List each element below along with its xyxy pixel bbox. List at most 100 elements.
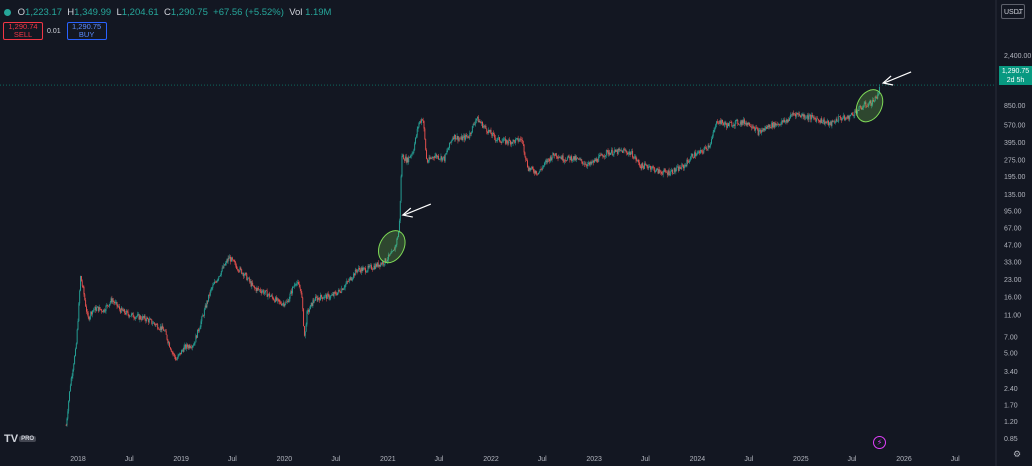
candle-body — [267, 294, 269, 297]
candle-body — [338, 289, 340, 291]
candle-body — [716, 121, 718, 125]
candle-body — [603, 156, 605, 158]
candle-body — [590, 161, 592, 164]
candle-body — [778, 123, 780, 125]
candle-body — [409, 156, 411, 158]
candle-body — [217, 279, 219, 281]
candle-body — [725, 122, 727, 125]
ohlc-open: O1,223.17 — [17, 7, 63, 18]
candle-body — [205, 305, 207, 308]
candle-body — [468, 137, 470, 139]
candle-body — [488, 129, 489, 134]
y-tick-label: 23.00 — [1004, 277, 1022, 284]
candle-body — [419, 121, 421, 124]
candle-body — [440, 156, 442, 159]
candle-body — [240, 267, 242, 270]
candle-body — [253, 286, 255, 288]
candle-body — [339, 290, 341, 293]
candle-body — [348, 278, 350, 282]
candle-body — [667, 170, 669, 175]
candle-body — [426, 158, 428, 163]
candle-body — [149, 319, 151, 320]
sell-button[interactable]: 1,290.74 SELL — [3, 22, 43, 40]
candle-body — [224, 264, 226, 266]
candle-body — [737, 119, 739, 125]
candle-body — [362, 267, 364, 272]
last-price-tag: 1,290.75 2d 5h — [999, 66, 1032, 85]
candle-body — [761, 130, 763, 132]
ohlc-close: C1,290.75 — [164, 7, 208, 18]
candle-body — [194, 342, 196, 344]
candle-body — [387, 259, 388, 262]
candle-body — [125, 310, 127, 315]
candle-body — [138, 314, 140, 320]
candle-body — [666, 172, 667, 173]
candle-body — [688, 160, 690, 163]
candle-body — [614, 149, 616, 152]
candle-body — [371, 269, 373, 270]
candle-body — [610, 152, 612, 155]
candle-body — [699, 151, 701, 154]
gear-icon[interactable]: ⚙ — [1013, 449, 1022, 459]
candle-body — [85, 299, 87, 307]
candle-body — [466, 136, 468, 137]
candle-body — [333, 292, 335, 296]
candle-body — [332, 294, 334, 296]
candle-body — [204, 305, 206, 310]
candle-body — [336, 294, 338, 296]
candle-body — [337, 289, 339, 293]
candle-body — [315, 296, 317, 298]
candle-body — [446, 150, 448, 154]
candle-body — [744, 119, 746, 124]
candle-body — [436, 154, 438, 158]
candle-body — [762, 128, 764, 132]
candle-body — [537, 173, 539, 175]
sell-label: SELL — [13, 30, 33, 39]
candle-body — [474, 123, 476, 125]
tradingview-logo[interactable]: TV PRO — [4, 433, 37, 445]
candle-body — [792, 113, 794, 115]
candle-body — [617, 149, 619, 154]
candle-body — [431, 158, 433, 159]
y-tick-label: 850.00 — [1004, 103, 1026, 110]
lightning-icon[interactable]: ⚡ — [873, 436, 886, 449]
candle-body — [715, 124, 717, 129]
candle-body — [79, 290, 81, 304]
candle-body — [728, 122, 730, 127]
candle-body — [367, 265, 369, 271]
candle-body — [264, 290, 266, 293]
order-quantity[interactable]: 0.01 — [47, 27, 61, 35]
candle-body — [770, 127, 772, 129]
candle-body — [578, 158, 580, 160]
candle-body — [84, 294, 86, 300]
candle-body — [254, 287, 256, 289]
candle-body — [238, 271, 240, 272]
candle-body — [432, 156, 433, 159]
candle-body — [499, 137, 500, 142]
candle-body — [263, 290, 265, 294]
candle-body — [811, 115, 813, 120]
candle-body — [381, 263, 383, 265]
candle-body — [764, 128, 766, 131]
candle-body — [196, 335, 198, 338]
candle-body — [228, 257, 230, 259]
candle-body — [535, 170, 537, 174]
buy-button[interactable]: 1,290.75 BUY — [66, 22, 107, 40]
candle-body — [167, 339, 169, 344]
candle-body — [834, 122, 836, 123]
candle-body — [231, 257, 232, 262]
candle-body — [256, 287, 258, 292]
candle-body — [674, 168, 676, 172]
ohlc-high: H1,349.99 — [67, 7, 112, 18]
candle-body — [300, 289, 302, 293]
currency-selector[interactable]: USDT ⌄ — [1001, 4, 1025, 19]
candle-body — [265, 290, 267, 291]
last-price-value: 1,290.75 — [1001, 68, 1030, 75]
candle-body — [834, 121, 835, 123]
x-tick-label: Jul — [951, 456, 960, 463]
candle-body — [824, 121, 826, 125]
candle-body — [557, 157, 559, 159]
candle-body — [873, 101, 875, 102]
candle-body — [89, 316, 91, 320]
